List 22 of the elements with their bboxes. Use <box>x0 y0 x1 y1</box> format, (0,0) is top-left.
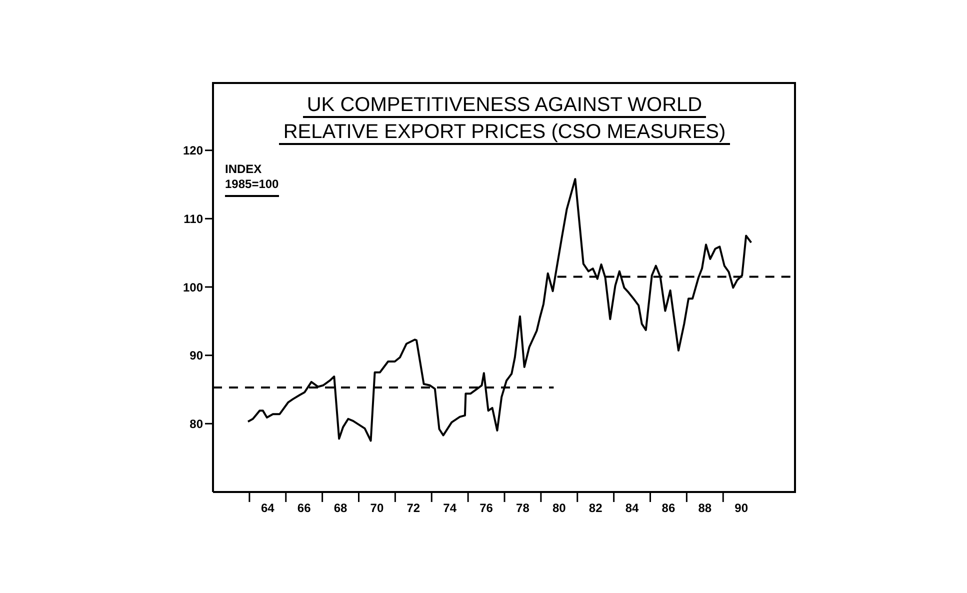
text: RELATIVE EXPORT PRICES (CSO MEASURES) <box>279 121 730 145</box>
x-tick-label: 70 <box>370 501 384 515</box>
y-tick-label: 90 <box>190 348 204 363</box>
y-tick-label: 120 <box>182 144 204 158</box>
y-tick-label: 80 <box>190 416 204 431</box>
x-tick-label: 64 <box>260 501 275 515</box>
x-tick-label: 82 <box>588 501 603 515</box>
x-tick-label: 90 <box>734 501 748 515</box>
x-tick-label: 88 <box>698 501 712 515</box>
text: UK COMPETITIVENESS AGAINST WORLD <box>302 94 706 118</box>
y-axis-title: INDEX 1985=100 <box>225 162 279 192</box>
y-tick-label: 100 <box>182 280 204 294</box>
x-tick-label: 66 <box>297 501 312 515</box>
x-tick-label: 68 <box>334 501 348 515</box>
y-tick-label: 110 <box>184 212 204 226</box>
x-tick-label: 86 <box>662 501 676 515</box>
x-tick-label: 74 <box>443 501 457 515</box>
x-tick-label: 78 <box>516 501 530 515</box>
x-tick-label: 80 <box>552 501 566 515</box>
x-tick-label: 76 <box>480 501 494 515</box>
x-tick-label: 72 <box>406 501 420 515</box>
x-tick-label: 84 <box>625 501 640 515</box>
